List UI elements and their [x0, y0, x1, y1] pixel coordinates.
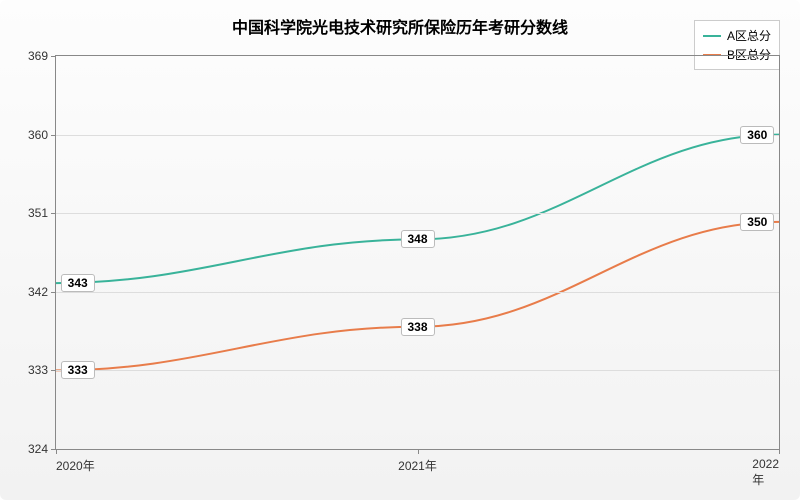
- chart-svg: [56, 56, 779, 449]
- legend-label-a: A区总分: [727, 27, 771, 44]
- chart-title: 中国科学院光电技术研究所保险历年考研分数线: [0, 14, 800, 38]
- y-tick: [51, 370, 56, 371]
- x-tick-label: 2022年: [752, 449, 779, 488]
- data-label: 343: [61, 274, 95, 292]
- grid-line: [56, 213, 779, 214]
- data-label: 360: [740, 126, 774, 144]
- x-tick: [418, 449, 419, 454]
- y-tick: [51, 56, 56, 57]
- y-tick: [51, 213, 56, 214]
- y-tick: [51, 135, 56, 136]
- data-label: 348: [400, 230, 434, 248]
- data-label: 338: [400, 318, 434, 336]
- plot-area: 3243333423513603692020年2021年2022年3433483…: [55, 55, 780, 450]
- grid-line: [56, 135, 779, 136]
- data-label: 333: [61, 361, 95, 379]
- legend-item-a: A区总分: [703, 27, 771, 44]
- y-tick: [51, 292, 56, 293]
- x-tick: [779, 449, 780, 454]
- grid-line: [56, 292, 779, 293]
- line-series-a: [56, 135, 779, 283]
- x-tick: [56, 449, 57, 454]
- chart-container: 中国科学院光电技术研究所保险历年考研分数线 A区总分 B区总分 32433334…: [0, 0, 800, 500]
- x-tick-label: 2020年: [56, 449, 95, 474]
- legend-swatch-a: [703, 35, 721, 37]
- grid-line: [56, 370, 779, 371]
- data-label: 350: [740, 213, 774, 231]
